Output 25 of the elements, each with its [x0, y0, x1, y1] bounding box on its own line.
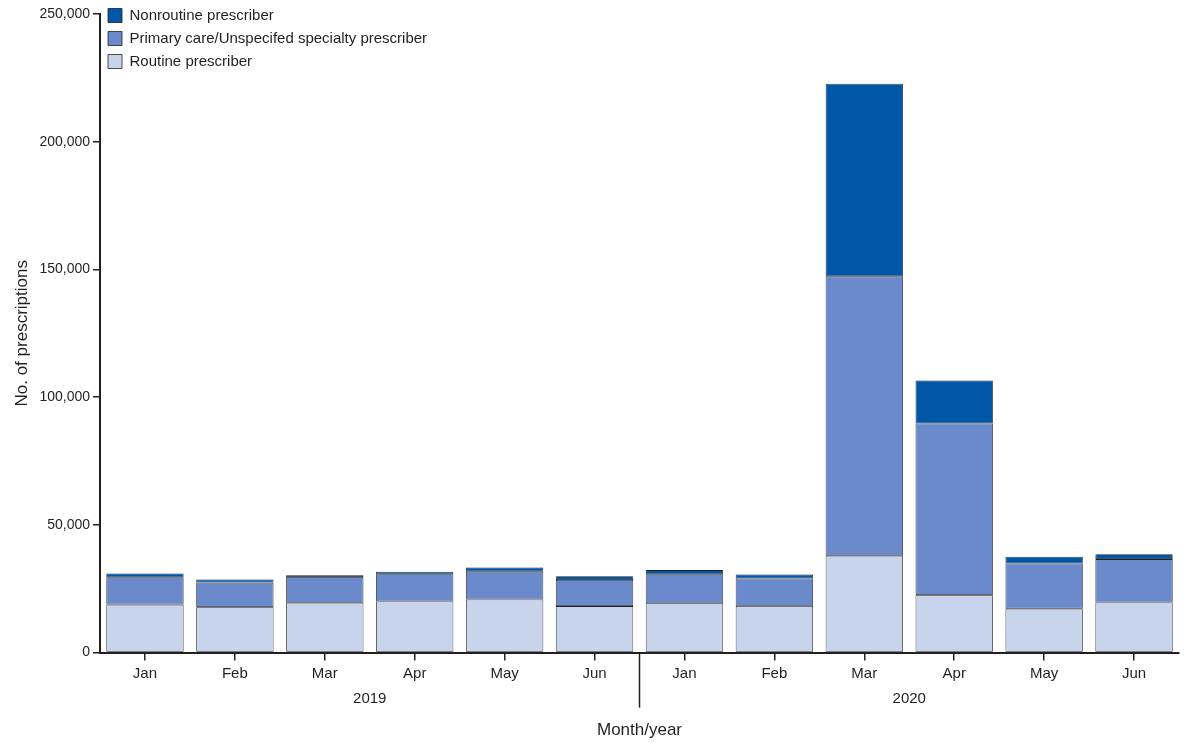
y-tick-label: 0 — [82, 643, 91, 660]
x-axis-title: Month/year — [596, 720, 683, 740]
legend-label: Primary care/Unspecifed specialty prescriber — [129, 28, 428, 46]
x-tick-label: Jun — [1121, 663, 1147, 681]
x-tick-label: Jan — [132, 663, 158, 681]
text: 2019 — [353, 688, 387, 706]
x-tick-label: Mar — [311, 663, 338, 681]
x-tick-label: Apr — [403, 663, 427, 681]
y-tick-label: 250,000 — [39, 4, 91, 21]
x-tick-label: May — [490, 663, 520, 681]
y-tick-label: 200,000 — [39, 132, 91, 149]
legend-label: Nonroutine prescriber — [129, 5, 274, 23]
legend-label: Routine prescriber — [129, 51, 253, 69]
text: 2020 — [892, 688, 926, 706]
x-tick-label: Feb — [221, 663, 248, 681]
x-tick-label: Feb — [761, 663, 788, 681]
x-tick-label: Jun — [582, 663, 607, 681]
x-tick-label: Jan — [672, 663, 697, 681]
y-tick-label: 100,000 — [39, 388, 91, 405]
x-tick-label: Apr — [942, 663, 966, 681]
x-tick-label: May — [1029, 663, 1059, 681]
y-tick-label: 150,000 — [39, 260, 91, 277]
y-axis-title: No. of prescriptions — [11, 260, 31, 407]
y-tick-label: 50,000 — [47, 515, 91, 532]
x-tick-label: Mar — [851, 663, 878, 681]
